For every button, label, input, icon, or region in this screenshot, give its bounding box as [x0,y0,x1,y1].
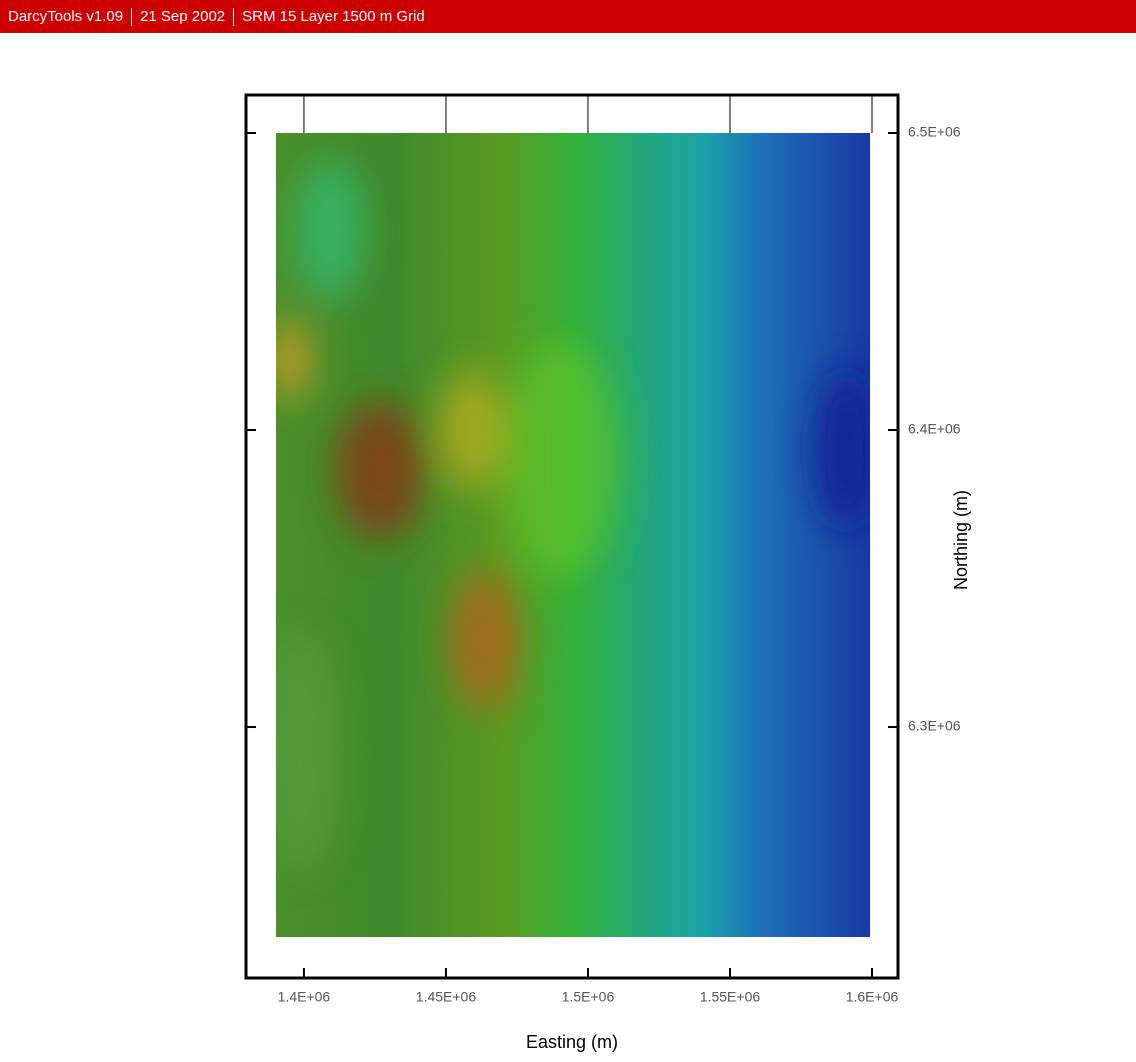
x-tick-label: 1.45E+06 [416,989,477,1005]
x-tick-label: 1.4E+06 [278,989,331,1005]
y-tick-label: 6.5E+06 [908,124,961,140]
x-tick-label: 1.55E+06 [700,989,761,1005]
x-tick-label: 1.5E+06 [562,989,615,1005]
chart: Easting (m) Northing (m) 1.4E+06 1.45E+06… [0,0,1136,1062]
field-raster [260,133,875,937]
y-tick-label: 6.4E+06 [908,421,961,437]
y-tick-label: 6.3E+06 [908,718,961,734]
x-tick-label: 1.6E+06 [846,989,899,1005]
page: DarcyTools v1.09 21 Sep 2002 SRM 15 Laye… [0,0,1136,1062]
y-axis-label: Northing (m) [951,490,971,590]
x-axis-label: Easting (m) [526,1032,618,1052]
